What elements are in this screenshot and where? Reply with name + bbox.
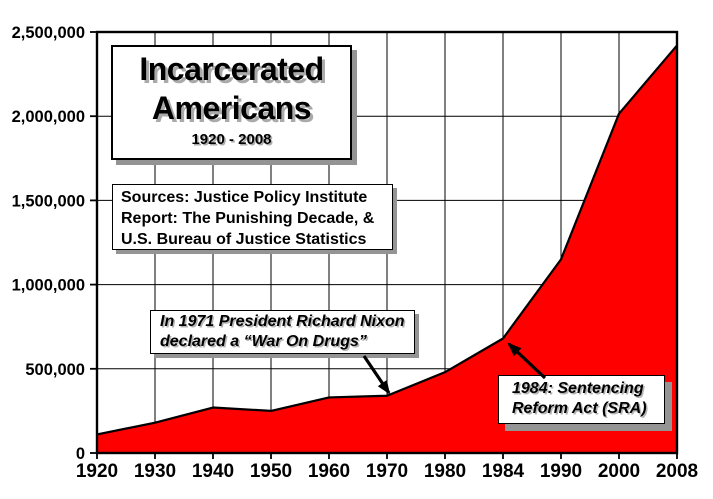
x-tick-label: 1970 (366, 461, 408, 482)
chart-title-line-2: Americans (151, 90, 312, 126)
sra-annotation-line: Reform Act (SRA) (512, 400, 647, 417)
incarceration-line (96, 44, 678, 436)
chart-subtitle: 1920 - 2008 (191, 131, 272, 148)
nixon-annotation-line: In 1971 President Richard Nixon (160, 313, 405, 330)
x-tick-label: 1980 (424, 461, 466, 482)
sources-line: Sources: Justice Policy Institute (121, 189, 368, 206)
y-tick-label: 1,500,000 (12, 192, 85, 210)
nixon-annotation-line: declared a “War On Drugs” (160, 333, 367, 350)
x-tick-label: 1960 (308, 461, 350, 482)
sources-line: U.S. Bureau of Justice Statistics (121, 231, 367, 248)
x-tick-label: 1940 (192, 461, 234, 482)
x-tick-label: 1930 (134, 461, 176, 482)
sources-box: Sources: Justice Policy Institute Report… (112, 184, 393, 250)
y-tick-label: 0 (76, 445, 85, 463)
sources-line: Report: The Punishing Decade, & (121, 210, 375, 227)
x-tick-label: 2000 (598, 461, 640, 482)
x-tick-label: 1920 (76, 461, 118, 482)
y-tick-label: 500,000 (25, 361, 85, 379)
y-tick-label: 2,000,000 (12, 108, 85, 126)
x-tick-label: 2008 (656, 461, 698, 482)
sra-annotation-line: 1984: Sentencing (512, 380, 644, 397)
y-tick-label: 1,000,000 (12, 277, 85, 295)
chart-title-line-1: Incarcerated (139, 51, 324, 87)
sra-annotation-box: 1984: Sentencing Reform Act (SRA) (498, 375, 665, 424)
nixon-annotation-box: In 1971 President Richard Nixon declared… (150, 310, 415, 354)
x-tick-label: 1990 (540, 461, 582, 482)
x-tick-label: 1950 (250, 461, 292, 482)
x-tick-label: 1984 (482, 461, 525, 482)
chart-title-box: Incarcerated Americans 1920 - 2008 (111, 45, 352, 160)
y-tick-label: 2,500,000 (12, 24, 85, 42)
